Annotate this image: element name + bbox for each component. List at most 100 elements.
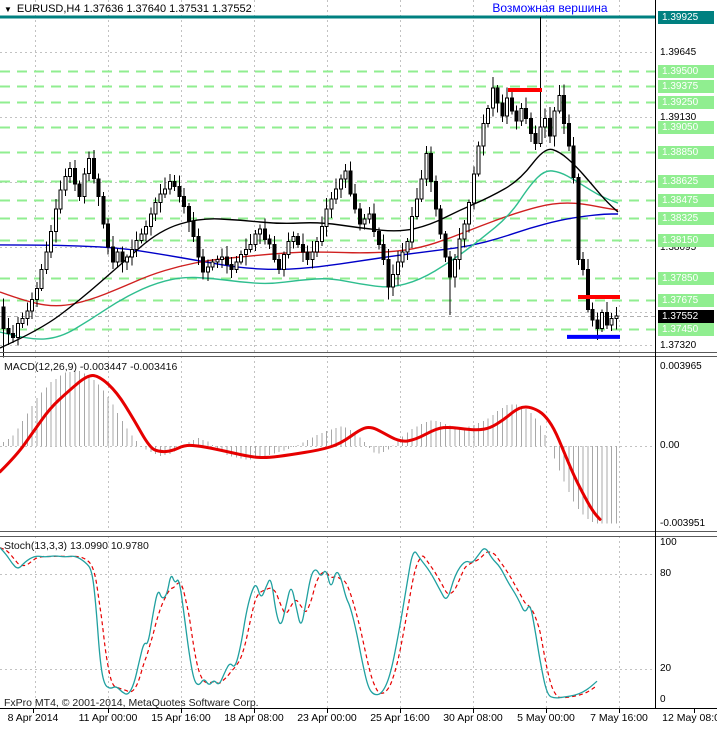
candle-body <box>600 311 604 330</box>
candle-body <box>163 188 167 195</box>
chart-dropdown-icon[interactable]: ▼ <box>4 4 12 14</box>
ma-red-line <box>0 202 619 307</box>
candle-body <box>566 122 571 147</box>
candle-body <box>609 318 614 326</box>
candle-body <box>224 256 229 265</box>
candle-body <box>272 243 277 260</box>
time-label: 5 May 00:00 <box>517 712 575 724</box>
candle-body <box>315 241 319 253</box>
macd-signal-line <box>0 374 602 521</box>
stoch-scale-label: 20 <box>660 663 672 674</box>
candle-body <box>229 263 234 270</box>
candle-body <box>182 195 186 207</box>
candle-body <box>357 208 362 225</box>
candle-body <box>419 178 424 200</box>
candle-body <box>58 189 63 210</box>
candle-body <box>500 102 505 117</box>
price-label: 1.38095 <box>660 242 697 253</box>
candle-body <box>429 153 433 182</box>
candle-body <box>514 110 519 122</box>
candle-body <box>457 238 462 260</box>
candle-body <box>11 333 15 339</box>
candle-body <box>476 145 481 175</box>
macd-indicator-header: MACD(12,26,9) -0.003447 -0.003416 <box>4 361 178 373</box>
candle-body <box>381 243 386 260</box>
candle-body <box>243 248 248 255</box>
candle-body <box>334 188 338 200</box>
candle-body <box>305 251 310 260</box>
candle-body <box>258 228 262 235</box>
time-label: 25 Apr 16:00 <box>370 712 430 724</box>
candle-body <box>1 306 6 330</box>
candle-body <box>448 256 452 278</box>
candle-body <box>338 178 343 190</box>
candle-body <box>614 315 619 320</box>
time-label: 12 May 08:00 <box>662 712 717 724</box>
candle-body <box>115 251 120 263</box>
candle-body <box>424 153 429 180</box>
candle-body <box>581 258 585 270</box>
candle-body <box>486 107 490 124</box>
candle-body <box>324 208 329 228</box>
candle-body <box>277 258 281 270</box>
candle-body <box>552 110 557 137</box>
price-level-label: 1.38475 <box>658 194 714 207</box>
candle-body <box>220 256 224 260</box>
candle-body <box>82 173 87 198</box>
time-label: 30 Apr 08:00 <box>443 712 503 724</box>
candle-body <box>533 133 538 145</box>
candle-body <box>281 253 286 270</box>
candle-body <box>30 299 34 312</box>
candle-body <box>196 236 201 258</box>
candle-body <box>400 251 405 263</box>
candle-body <box>576 177 581 260</box>
price-level-label: 1.37450 <box>658 323 714 336</box>
time-label: 23 Apr 00:00 <box>297 712 357 724</box>
candle-body <box>372 213 376 233</box>
candle-body <box>547 117 552 137</box>
price-level-label: 1.39500 <box>658 65 714 78</box>
candle-body <box>296 236 300 245</box>
candle-body <box>120 251 125 263</box>
candle-body <box>148 213 153 228</box>
candle-body <box>63 175 68 191</box>
candle-body <box>452 258 457 278</box>
candle-body <box>509 97 514 112</box>
candle-body <box>167 180 172 190</box>
price-level-label: 1.38150 <box>658 234 714 247</box>
price-label: 1.39645 <box>660 47 697 58</box>
candle-body <box>144 226 148 235</box>
ma-black-line <box>0 148 619 349</box>
candle-body <box>562 95 566 124</box>
candle-body <box>319 226 324 243</box>
candle-body <box>210 261 215 268</box>
price-level-label: 1.39050 <box>658 121 714 134</box>
candle-body <box>153 202 158 215</box>
candle-body <box>462 223 467 240</box>
candle-body <box>72 168 77 185</box>
candle-body <box>262 228 267 240</box>
candle-body <box>405 241 410 253</box>
candle-body <box>557 95 562 112</box>
copyright-text: FxPro MT4, © 2001-2014, MetaQuotes Softw… <box>4 697 259 709</box>
price-label: 1.39130 <box>660 112 697 123</box>
price-level-label: 1.38325 <box>658 212 714 225</box>
time-label: 11 Apr 00:00 <box>78 712 138 724</box>
candle-body <box>505 97 509 117</box>
price-hline-label: 1.39925 <box>658 11 714 24</box>
candle-body <box>201 256 205 273</box>
candle-body <box>376 231 381 245</box>
candle-body <box>362 218 367 225</box>
time-label: 8 Apr 2014 <box>7 712 59 724</box>
stoch-scale-label: 100 <box>660 537 677 548</box>
price-level-label: 1.39250 <box>658 96 714 109</box>
candle-body <box>6 328 11 335</box>
macd-scale-label: -0.003951 <box>660 518 706 529</box>
candle-body <box>129 248 134 258</box>
candle-body <box>329 198 334 210</box>
candle-body <box>77 183 82 197</box>
candle-body <box>438 208 443 235</box>
candle-body <box>253 233 258 245</box>
candle-body <box>248 243 253 250</box>
